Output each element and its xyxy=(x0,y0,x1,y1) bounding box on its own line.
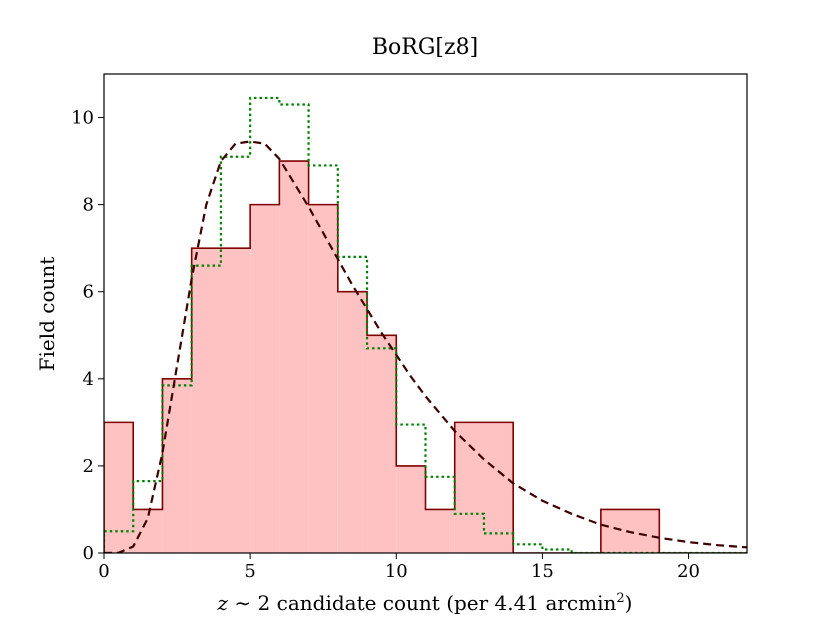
x-axis-label-text: ∼ 2 candidate count (per 4.41 arcmin xyxy=(228,591,616,615)
fit-curve xyxy=(104,140,747,553)
y-axis-label: Field count xyxy=(35,257,59,372)
axis-ticks: 0 5 10 15 20 0 2 4 6 8 10 xyxy=(71,108,700,582)
y-tick-label: 10 xyxy=(71,108,94,129)
histogram-outline xyxy=(104,160,747,553)
x-axis-label-var: z xyxy=(217,591,229,615)
x-tick-label: 20 xyxy=(677,561,700,582)
y-tick-label: 6 xyxy=(83,282,94,303)
histogram-bar-5 xyxy=(279,161,309,553)
histogram-bar-2 xyxy=(162,378,192,553)
histogram-bar-4 xyxy=(250,204,280,553)
plot-series xyxy=(104,96,747,553)
histogram-bar-1 xyxy=(133,509,163,553)
histogram-bar-9 xyxy=(396,465,426,553)
chart-title: BoRG[z8] xyxy=(372,35,478,60)
plot-area xyxy=(104,96,747,553)
histogram-bar-3 xyxy=(191,248,251,553)
histogram-bar-10 xyxy=(425,509,455,553)
x-axis-label: z ∼ 2 candidate count (per 4.41 arcmin2) xyxy=(217,591,633,615)
histogram-bar-8 xyxy=(367,335,397,553)
histogram-bar-6 xyxy=(308,204,338,553)
x-axis-label-close: ) xyxy=(625,591,633,615)
histogram-bar-11 xyxy=(454,422,514,553)
y-tick-label: 2 xyxy=(83,456,94,477)
x-tick-label: 5 xyxy=(244,561,255,582)
y-tick-label: 0 xyxy=(83,543,94,564)
histogram-bar-0 xyxy=(104,422,134,553)
x-axis-label-sup: 2 xyxy=(616,591,624,606)
x-tick-label: 10 xyxy=(385,561,408,582)
y-tick-label: 8 xyxy=(83,195,94,216)
x-tick-label: 15 xyxy=(531,561,554,582)
y-tick-label: 4 xyxy=(83,369,94,390)
axes-frame xyxy=(103,73,748,554)
x-tick-label: 0 xyxy=(98,561,109,582)
histogram-bar-7 xyxy=(337,291,368,553)
